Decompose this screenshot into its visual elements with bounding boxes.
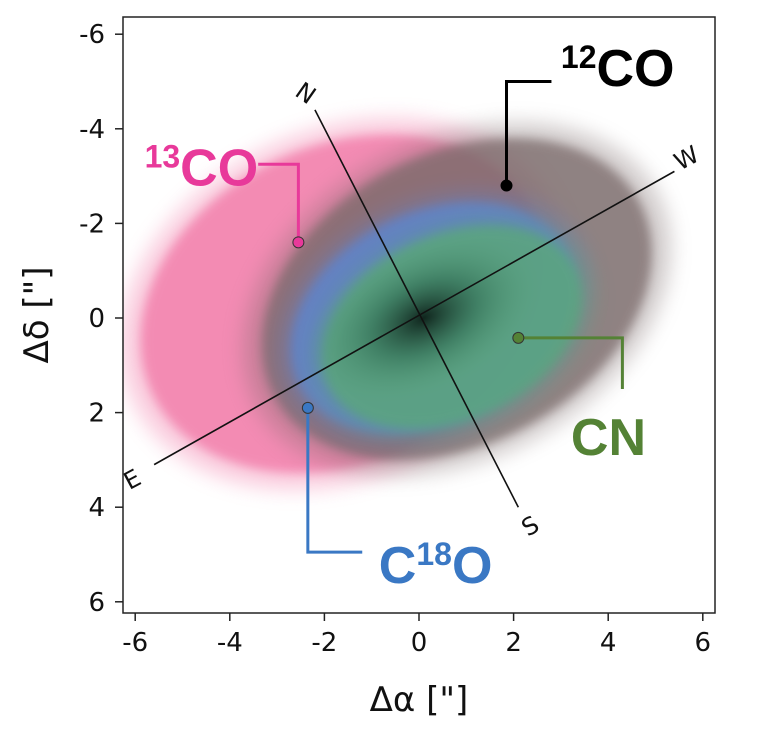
molecule-label-group: CN: [512, 331, 646, 467]
y-tick-label: 4: [88, 493, 105, 523]
y-tick-label: 0: [88, 304, 105, 334]
x-tick-label: 6: [695, 628, 712, 658]
molecule-label-group: 13CO: [145, 139, 305, 249]
marker-dot: [512, 331, 525, 344]
y-axis-ticks: -6 -4 -2 0 2 4 6: [79, 20, 123, 618]
molecule-label-group: C18O: [301, 401, 493, 595]
y-tick-label: 6: [88, 588, 105, 618]
x-axis-label: Δα ["]: [370, 680, 469, 720]
molecule-label: C18O: [379, 536, 493, 595]
x-tick-label: -6: [122, 628, 148, 658]
emission-layer: [123, 118, 671, 490]
x-tick-label: 0: [411, 628, 428, 658]
leader-line: [306, 407, 363, 554]
leader-line: [258, 162, 300, 243]
x-tick-label: -4: [217, 628, 243, 658]
emission-core: [306, 232, 541, 404]
y-axis-label: Δδ ["]: [17, 266, 57, 363]
marker-dot: [292, 236, 305, 249]
x-tick-label: 2: [505, 628, 522, 658]
marker-dot: [500, 179, 513, 192]
y-tick-label: 2: [88, 399, 105, 429]
north-south-axis: [314, 109, 520, 508]
compass-label-s: S: [517, 510, 544, 542]
x-tick-label: 4: [600, 628, 617, 658]
molecule-labels: 12CO 13CO C18O CN: [145, 39, 675, 595]
x-axis-ticks: -6 -4 -2 0 2 4 6: [122, 613, 711, 658]
leader-line: [505, 80, 552, 186]
east-west-axis: [153, 170, 675, 466]
molecule-label: 12CO: [561, 39, 675, 98]
compass-label-w: W: [670, 140, 704, 176]
y-tick-label: -6: [79, 20, 105, 50]
molecule-label-group: 12CO: [500, 39, 675, 192]
x-tick-label: -2: [311, 628, 337, 658]
y-tick-label: -2: [79, 209, 105, 239]
compass-label-n: N: [290, 77, 321, 110]
molecule-label: CN: [571, 409, 646, 467]
molecule-label: 13CO: [145, 139, 259, 198]
marker-dot: [301, 401, 314, 414]
leader-line: [518, 336, 624, 389]
y-tick-label: -4: [79, 115, 105, 145]
